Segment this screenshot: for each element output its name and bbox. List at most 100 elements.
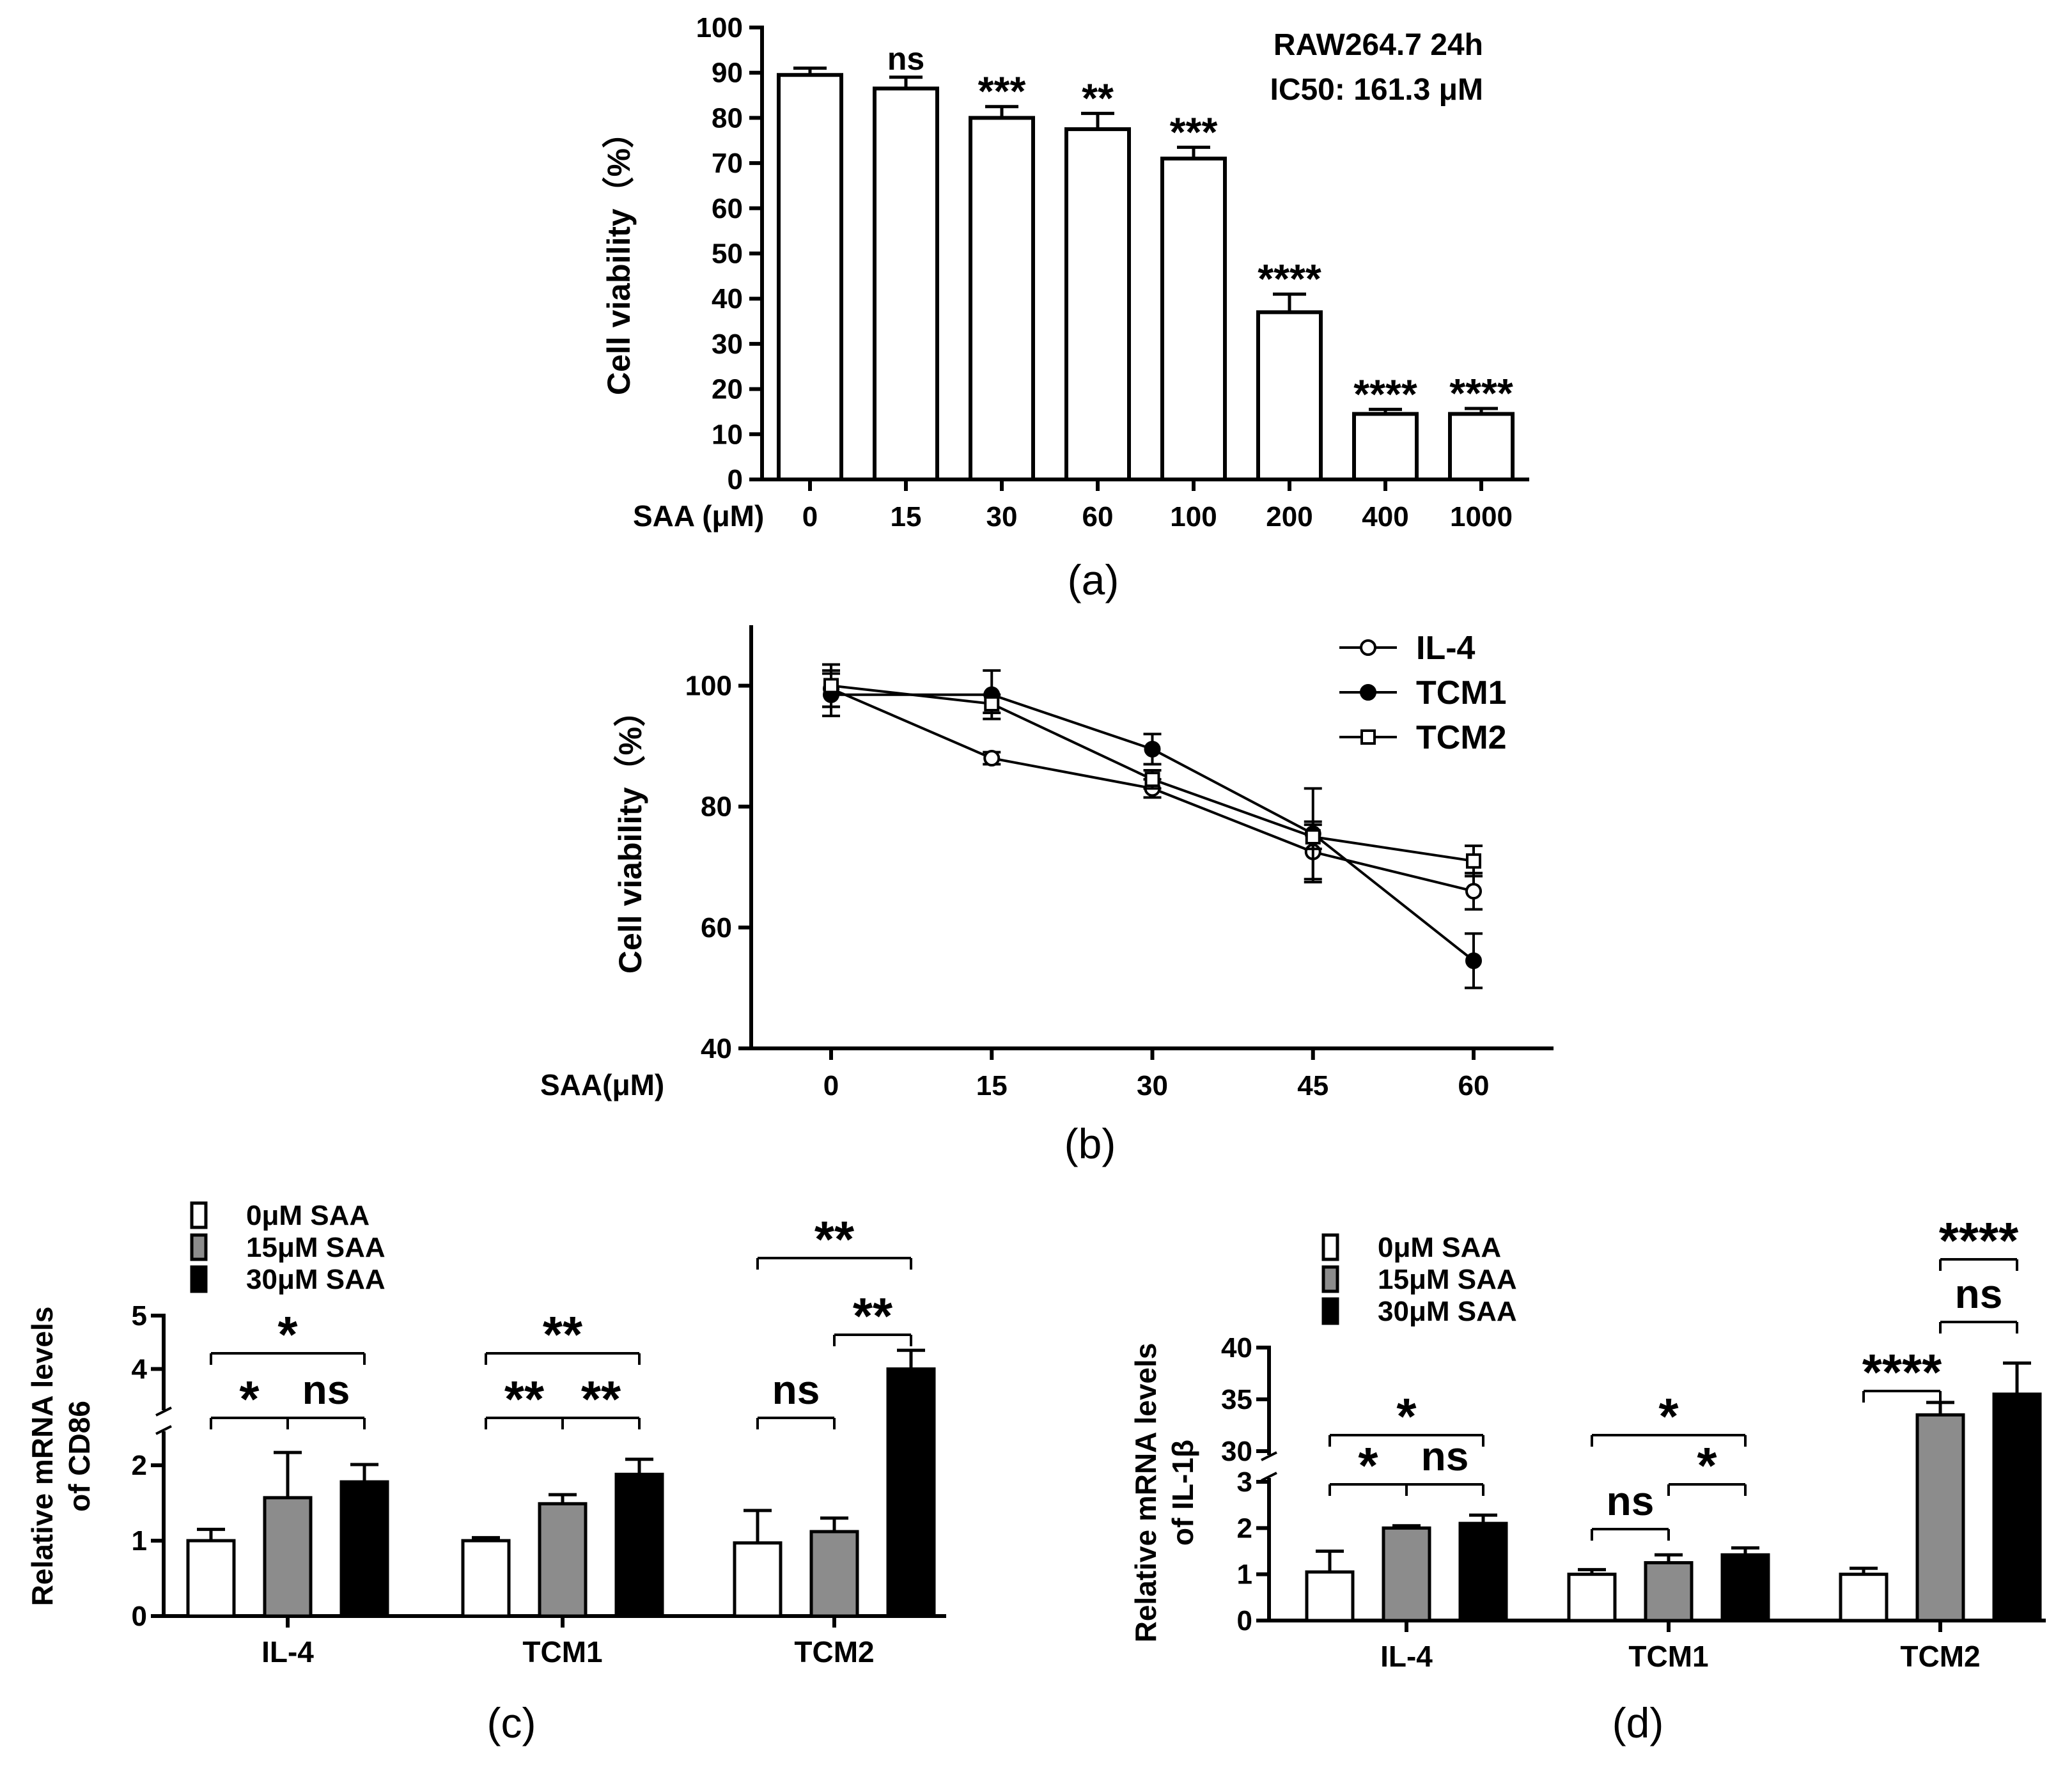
data-point-IL-4 (983, 750, 1001, 767)
y-axis-label-line-1: Relative mRNA levels (26, 1307, 59, 1606)
y-tick-label: 4 (132, 1354, 148, 1385)
axis-break-mark (155, 1406, 172, 1417)
y-tick-label: 1 (1237, 1559, 1252, 1590)
comparison-label: ** (543, 1306, 583, 1363)
axis-break-mark (155, 1425, 172, 1435)
legend-label: 15μM SAA (246, 1232, 386, 1263)
significance-label: ** (1082, 75, 1114, 121)
significance-label: *** (1170, 109, 1218, 155)
comparison-label: ns (1607, 1478, 1655, 1524)
bar-15-M-SAA (263, 1496, 313, 1618)
x-axis-label: SAA (μM) (633, 499, 764, 533)
bar (1352, 412, 1419, 481)
bar-0-M-SAA (1305, 1570, 1355, 1622)
bar (1064, 127, 1131, 481)
legend-swatch (1321, 1233, 1339, 1261)
bar-15-M-SAA (538, 1502, 588, 1618)
comparison-label: ns (302, 1367, 350, 1413)
bar-15-M-SAA (809, 1530, 859, 1618)
legend-swatch (1321, 1297, 1339, 1325)
data-point-TCM1 (1144, 740, 1161, 758)
legend-swatch (190, 1233, 208, 1261)
y-axis-label-line-2: of IL-1β (1166, 1440, 1199, 1546)
y-tick-label: 100 (685, 671, 732, 702)
y-tick-label: 40 (712, 283, 743, 315)
y-tick-label: 0 (1237, 1605, 1252, 1637)
significance-label: **** (1449, 370, 1513, 416)
y-tick-label: 0 (132, 1601, 147, 1632)
comparison-label: ns (1955, 1271, 2003, 1317)
comparison-label: ns (1421, 1433, 1469, 1479)
x-tick-label: IL-4 (261, 1635, 314, 1668)
y-tick-label: 2 (132, 1450, 147, 1481)
comparison-label: * (1697, 1437, 1717, 1494)
significance-label: ns (887, 41, 924, 77)
comparison-label: * (1396, 1388, 1417, 1445)
x-tick-label: 30 (1137, 1070, 1168, 1101)
bar-30-M-SAA (1992, 1392, 2042, 1622)
comparison-label: ** (814, 1211, 855, 1268)
comparison-label: * (1358, 1437, 1378, 1494)
x-tick-label: TCM2 (794, 1635, 874, 1668)
y-tick-label: 50 (712, 238, 743, 270)
legend-swatch (190, 1201, 208, 1229)
legend-label: 30μM SAA (246, 1264, 386, 1295)
x-tick-label: 15 (891, 501, 922, 533)
y-tick-label: 30 (712, 329, 743, 360)
y-tick-label: 80 (701, 791, 732, 823)
legend-label: TCM2 (1416, 719, 1507, 756)
legend-swatch (1321, 1265, 1339, 1293)
bar-0-M-SAA (733, 1541, 783, 1618)
y-axis-label: Cell viability（%） (612, 695, 648, 974)
y-tick-label: 90 (712, 58, 743, 89)
x-tick-label: 1000 (1450, 501, 1513, 533)
significance-label: **** (1353, 371, 1417, 417)
x-tick-label: 0 (802, 501, 818, 533)
comparison-label: * (239, 1371, 260, 1427)
legend-marker (1360, 639, 1376, 656)
x-tick-label: 15 (976, 1070, 1008, 1101)
legend-label: IL-4 (1416, 630, 1476, 667)
y-tick-label: 0 (728, 464, 743, 495)
legend-marker (1360, 729, 1376, 745)
legend-label: 0μM SAA (246, 1200, 370, 1231)
bar-0-M-SAA (461, 1539, 511, 1618)
y-tick-label: 35 (1221, 1384, 1252, 1415)
x-tick-label: TCM2 (1900, 1640, 1980, 1673)
x-tick-label: 45 (1297, 1070, 1328, 1101)
comparison-label: ** (504, 1371, 545, 1427)
panel-b-line-chart: 40 60 80 100 0 15 30 45 60 IL-4 TCM1 TCM2 SAA(μM) Cel… (540, 625, 1554, 1167)
comparison-label: **** (1862, 1344, 1942, 1401)
y-tick-label: 30 (1221, 1436, 1252, 1467)
y-tick-label: 5 (132, 1300, 147, 1332)
bar (1448, 412, 1515, 481)
data-point-TCM2 (823, 678, 839, 694)
y-tick-label: 1 (132, 1525, 147, 1557)
data-point-IL-4 (1465, 883, 1482, 900)
comparison-label: ns (772, 1367, 820, 1413)
bar-15-M-SAA (1915, 1413, 1965, 1622)
legend-label: 15μM SAA (1378, 1264, 1517, 1295)
comparison-label: ** (853, 1287, 893, 1344)
y-axis-label: Cell viability（%） (601, 116, 637, 395)
legend-swatch (190, 1265, 208, 1293)
bar (969, 116, 1035, 481)
data-point-TCM2 (1144, 772, 1160, 788)
data-point-TCM1 (1465, 952, 1482, 969)
y-tick-label: 100 (696, 12, 743, 43)
x-tick-label: 60 (1458, 1070, 1490, 1101)
bar-0-M-SAA (186, 1539, 236, 1618)
comparison-label: * (1658, 1388, 1679, 1445)
y-tick-label: 3 (1237, 1466, 1252, 1498)
comparison-label: ** (581, 1371, 621, 1427)
axis-break-mark (1261, 1451, 1277, 1461)
bar (873, 86, 939, 481)
data-point-TCM2 (1466, 853, 1481, 869)
panel-label: (d) (1612, 1699, 1664, 1746)
legend-label: TCM1 (1416, 674, 1507, 711)
x-tick-label: 30 (986, 501, 1018, 533)
legend-marker (1360, 684, 1376, 701)
legend-label: 30μM SAA (1378, 1296, 1517, 1327)
